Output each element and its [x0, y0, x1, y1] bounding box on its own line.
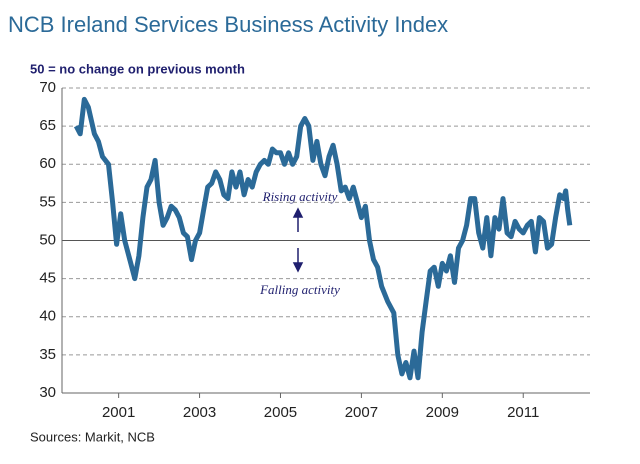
- annotation: Falling activity: [259, 282, 340, 297]
- x-tick-label: 2005: [264, 404, 297, 421]
- annotation: Rising activity: [262, 189, 338, 204]
- arrow-head: [292, 262, 304, 273]
- subtitle: 50 = no change on previous month: [30, 61, 245, 76]
- x-tick-label: 2007: [345, 404, 378, 421]
- y-tick-label: 50: [39, 231, 56, 248]
- x-tick-label: 2009: [426, 404, 459, 421]
- series-line: [73, 96, 573, 381]
- y-tick-label: 40: [39, 308, 56, 325]
- y-tick-label: 45: [39, 270, 56, 287]
- y-tick-label: 65: [39, 117, 56, 134]
- arrows: [292, 207, 304, 273]
- source: Sources: Markit, NCB: [30, 429, 155, 444]
- x-tick-label: 2001: [102, 404, 135, 421]
- chart-title: NCB Ireland Services Business Activity I…: [8, 12, 448, 37]
- y-tick-label: 60: [39, 155, 56, 172]
- y-tick-label: 30: [39, 384, 56, 401]
- y-tick-label: 70: [39, 79, 56, 96]
- x-tick-label: 2003: [183, 404, 216, 421]
- arrow-head: [292, 207, 304, 218]
- y-tick-label: 35: [39, 346, 56, 363]
- x-tick-label: 2011: [507, 404, 539, 421]
- y-tick-label: 55: [39, 193, 56, 210]
